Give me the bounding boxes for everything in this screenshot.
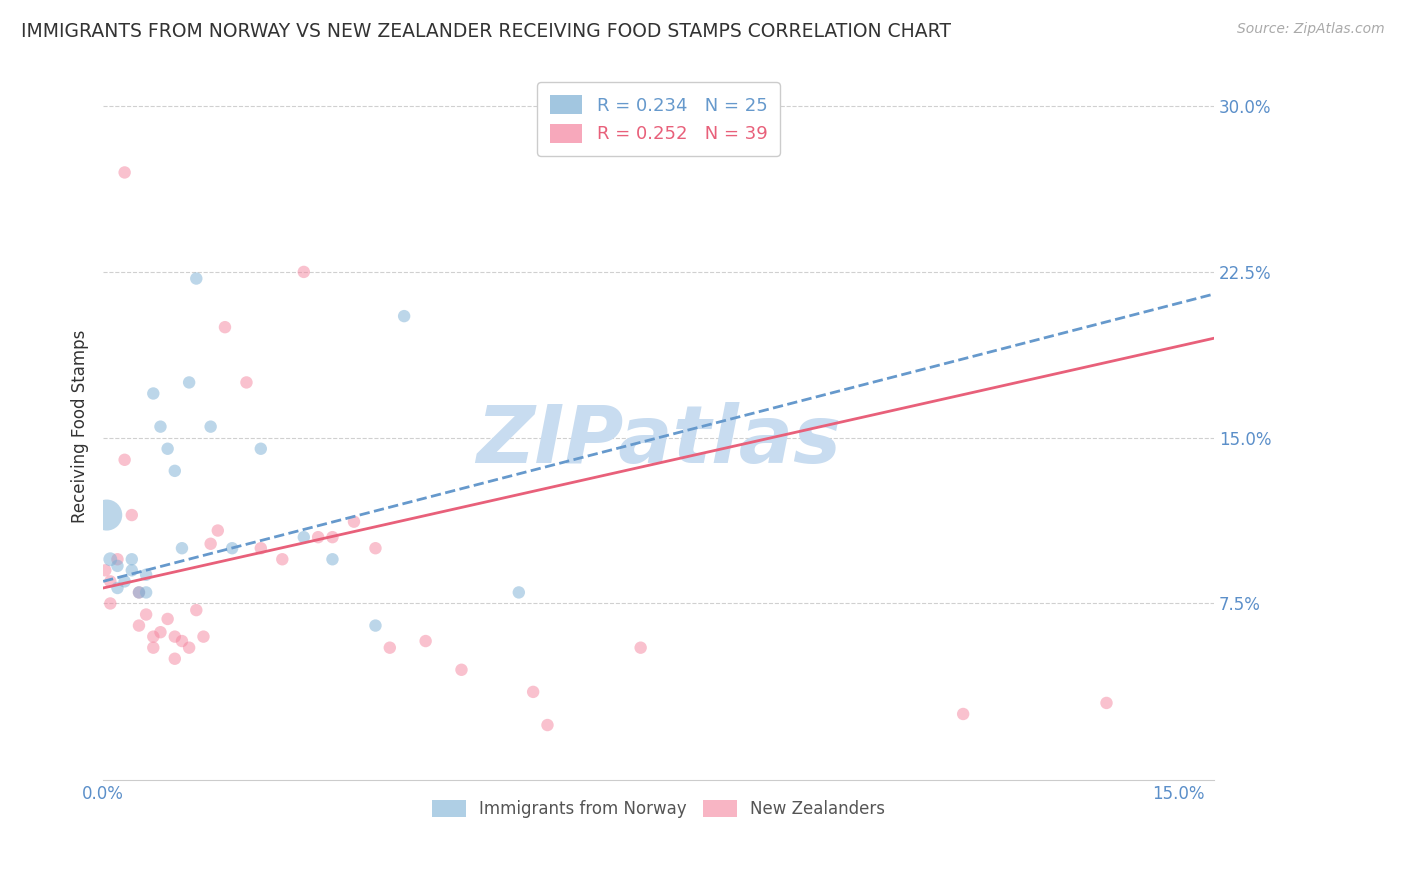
Point: [179, 640, 201, 655]
Point: [135, 607, 157, 622]
Point: [114, 452, 136, 467]
Point: [156, 442, 179, 456]
Point: [121, 563, 143, 577]
Point: [343, 515, 366, 529]
Point: [292, 265, 315, 279]
Point: [114, 165, 136, 179]
Point: [200, 537, 222, 551]
Point: [321, 530, 343, 544]
Point: [249, 541, 271, 556]
Point: [149, 625, 172, 640]
Point: [200, 419, 222, 434]
Point: [107, 581, 129, 595]
Point: [163, 630, 186, 644]
Point: [142, 630, 165, 644]
Point: [392, 309, 415, 323]
Point: [207, 524, 229, 538]
Point: [630, 640, 652, 655]
Point: [364, 618, 387, 632]
Point: [142, 640, 165, 655]
Point: [98, 552, 121, 566]
Point: [149, 419, 172, 434]
Point: [170, 541, 193, 556]
Y-axis label: Receiving Food Stamps: Receiving Food Stamps: [72, 330, 89, 524]
Point: [378, 640, 401, 655]
Point: [1095, 696, 1118, 710]
Point: [170, 634, 193, 648]
Point: [128, 618, 150, 632]
Text: Source: ZipAtlas.com: Source: ZipAtlas.com: [1237, 22, 1385, 37]
Legend: Immigrants from Norway, New Zealanders: Immigrants from Norway, New Zealanders: [426, 794, 891, 825]
Point: [156, 612, 179, 626]
Point: [94, 563, 117, 577]
Point: [179, 376, 201, 390]
Point: [135, 585, 157, 599]
Point: [186, 271, 208, 285]
Point: [128, 585, 150, 599]
Point: [193, 630, 215, 644]
Point: [107, 552, 129, 566]
Point: [415, 634, 437, 648]
Point: [952, 706, 974, 721]
Point: [98, 574, 121, 589]
Point: [508, 585, 530, 599]
Text: IMMIGRANTS FROM NORWAY VS NEW ZEALANDER RECEIVING FOOD STAMPS CORRELATION CHART: IMMIGRANTS FROM NORWAY VS NEW ZEALANDER …: [21, 22, 950, 41]
Point: [450, 663, 472, 677]
Point: [271, 552, 294, 566]
Point: [214, 320, 236, 334]
Point: [292, 530, 315, 544]
Point: [121, 552, 143, 566]
Point: [121, 508, 143, 522]
Point: [307, 530, 329, 544]
Point: [321, 552, 343, 566]
Point: [186, 603, 208, 617]
Point: [221, 541, 243, 556]
Point: [98, 597, 121, 611]
Point: [163, 651, 186, 665]
Point: [114, 574, 136, 589]
Point: [522, 685, 544, 699]
Point: [142, 386, 165, 401]
Point: [364, 541, 387, 556]
Point: [249, 442, 271, 456]
Point: [536, 718, 558, 732]
Point: [235, 376, 257, 390]
Point: [107, 558, 129, 573]
Point: [163, 464, 186, 478]
Text: ZIPatlas: ZIPatlas: [477, 401, 841, 480]
Point: [135, 567, 157, 582]
Point: [128, 585, 150, 599]
Point: [96, 508, 118, 522]
